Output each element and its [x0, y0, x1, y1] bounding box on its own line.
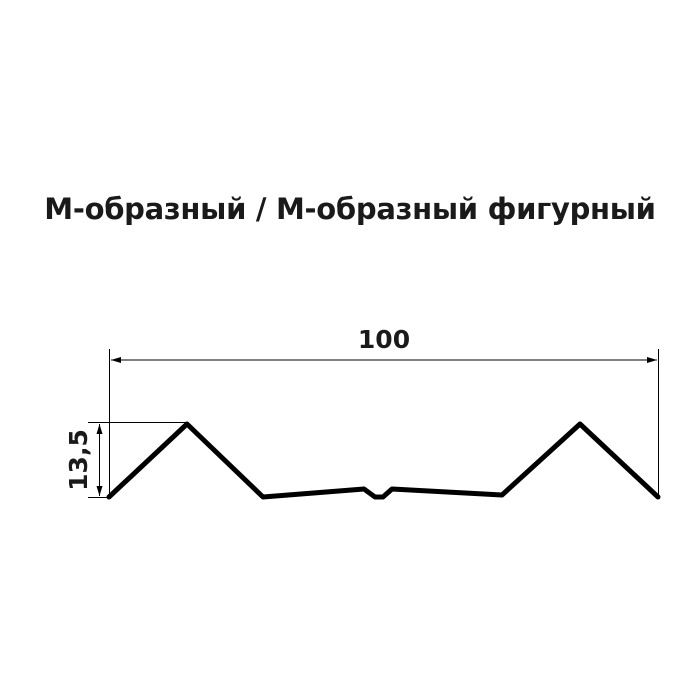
diagram-title: М-образный / М-образный фигурный [44, 192, 656, 226]
height-dimension-label: 13,5 [64, 429, 93, 491]
profile-outline [106, 421, 661, 500]
width-dimension-label: 100 [358, 325, 410, 354]
